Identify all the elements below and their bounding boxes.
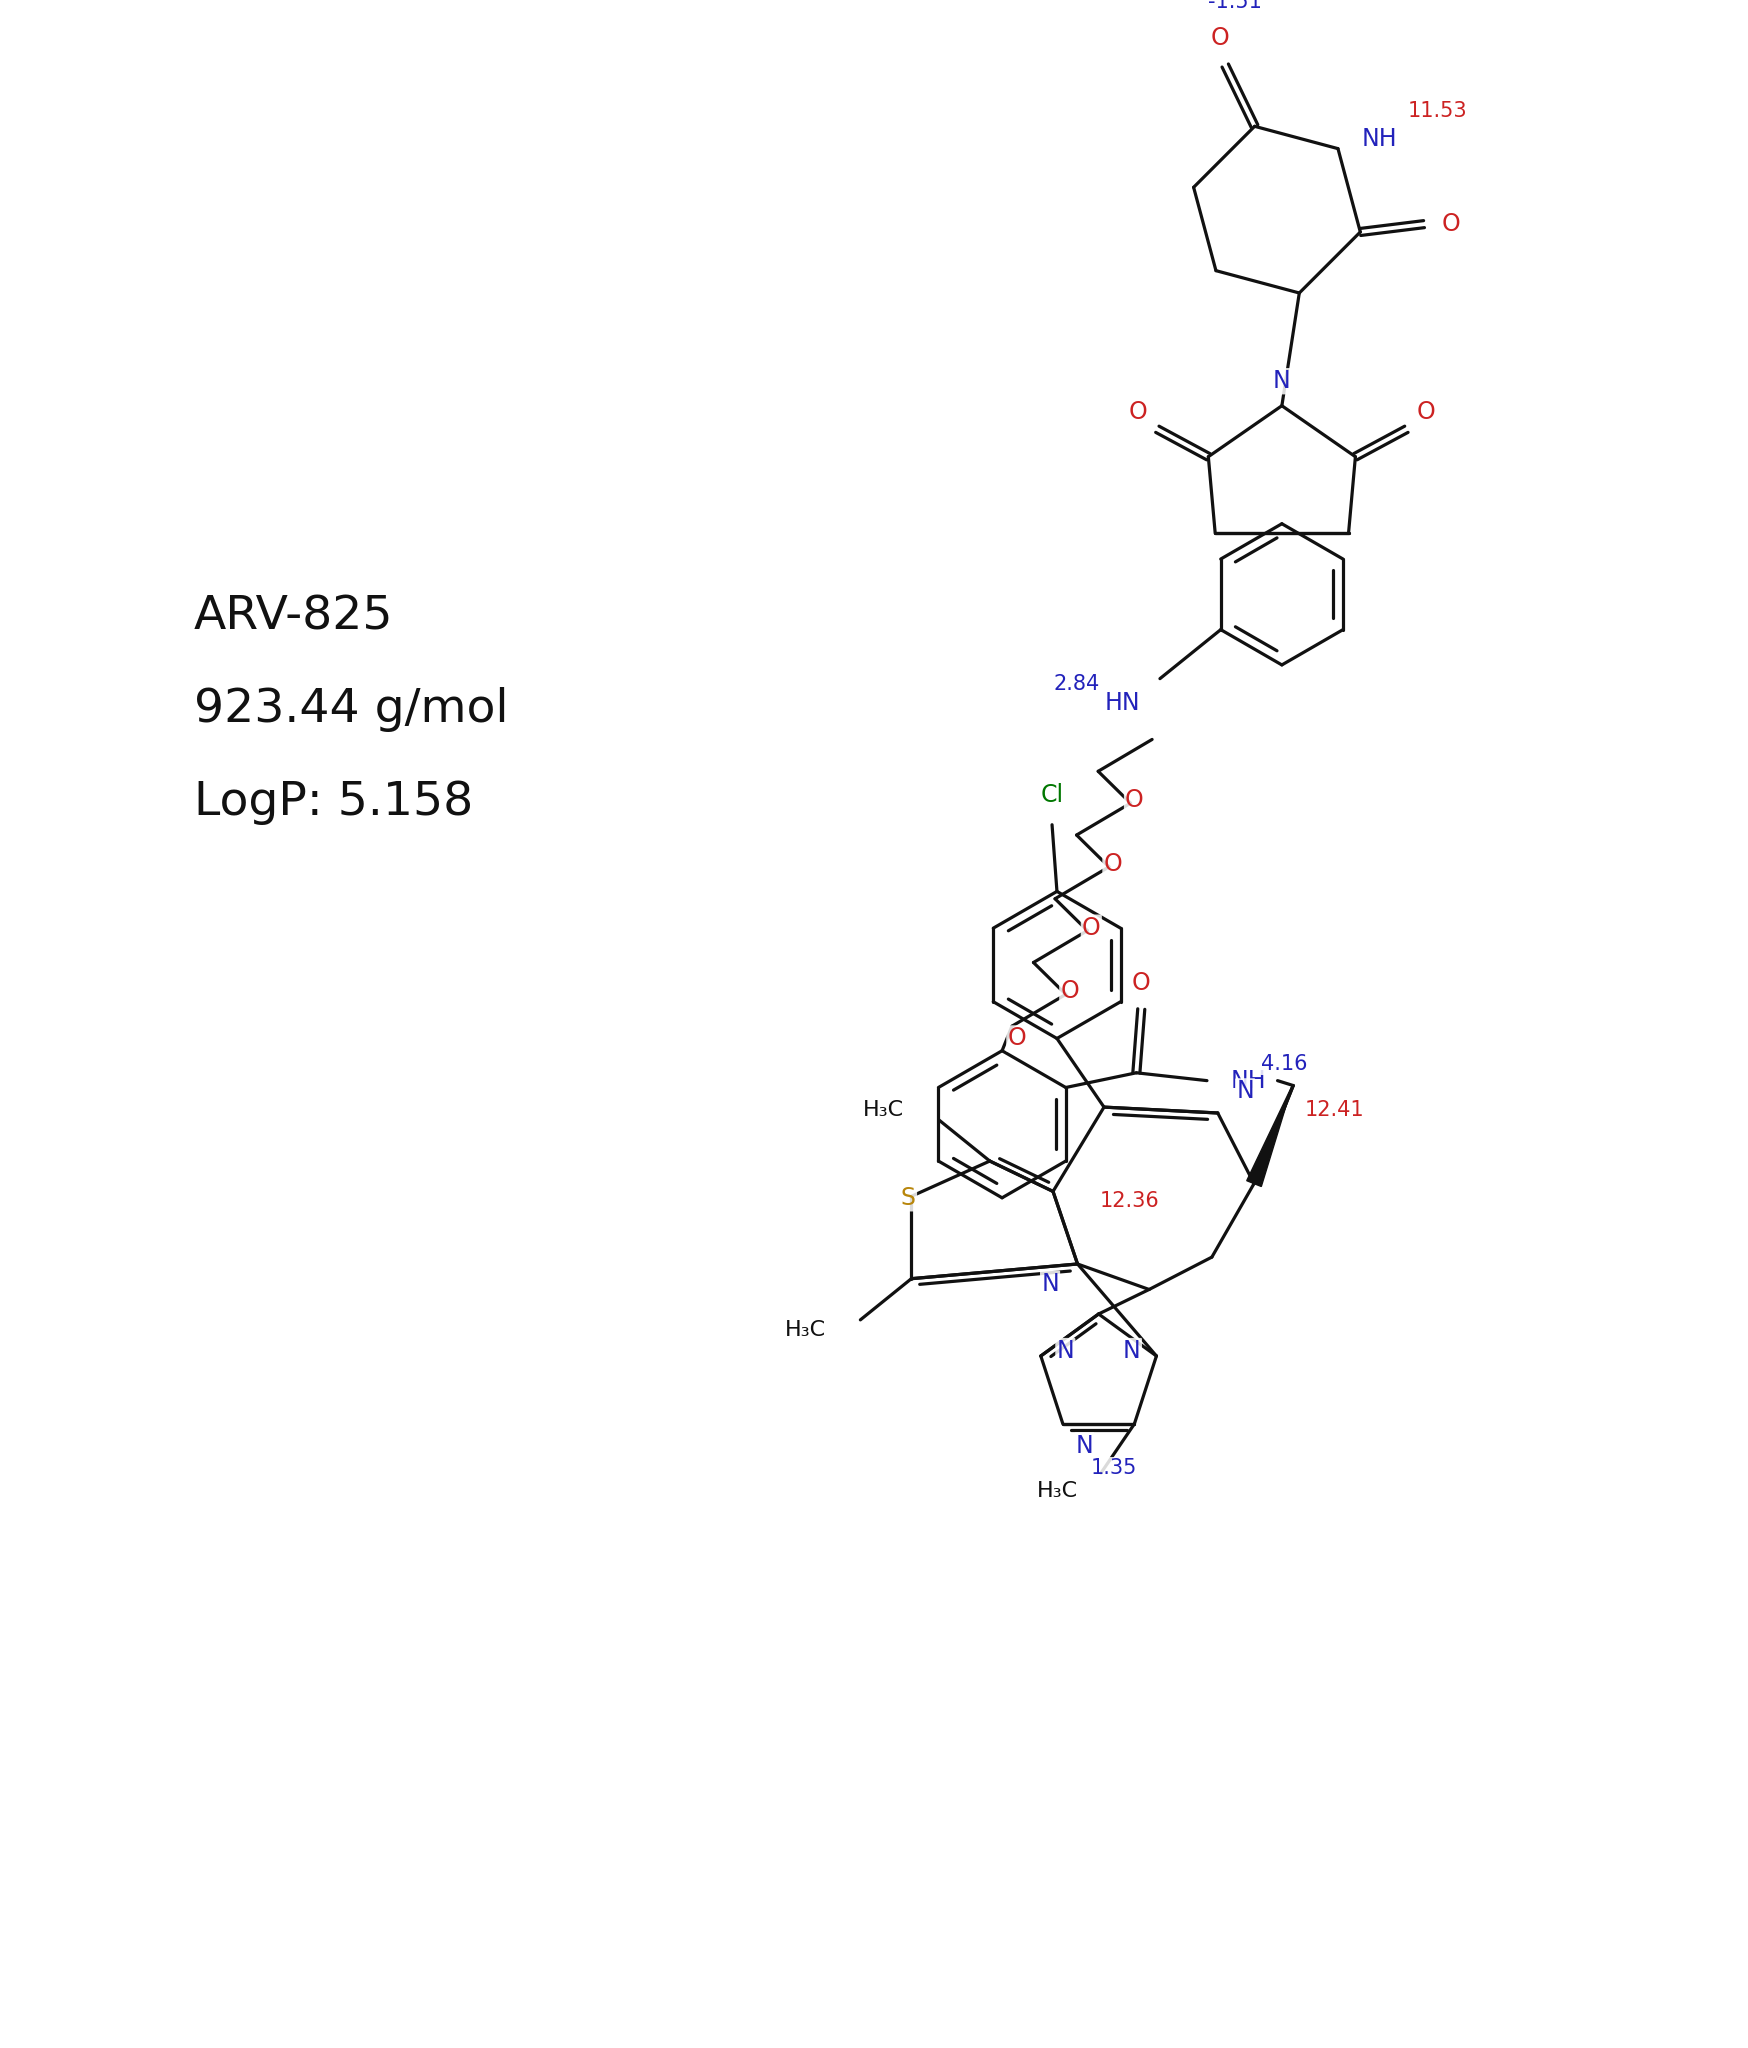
Text: O: O <box>1129 399 1147 424</box>
Text: O: O <box>1211 27 1229 49</box>
Text: O: O <box>1007 1026 1026 1051</box>
Text: O: O <box>1416 399 1435 424</box>
Text: S: S <box>900 1186 916 1210</box>
Text: 2.84: 2.84 <box>1054 674 1099 694</box>
Text: N: N <box>1236 1079 1253 1104</box>
Text: H₃C: H₃C <box>1037 1481 1079 1501</box>
Text: O: O <box>1440 213 1460 236</box>
Text: O: O <box>1133 971 1150 995</box>
Text: 12.36: 12.36 <box>1099 1192 1159 1210</box>
Text: 1.35: 1.35 <box>1091 1458 1136 1479</box>
Polygon shape <box>1246 1085 1292 1186</box>
Text: O: O <box>1126 788 1143 813</box>
Text: N: N <box>1122 1339 1141 1364</box>
Text: 4.16: 4.16 <box>1260 1055 1308 1073</box>
Text: H₃C: H₃C <box>785 1319 827 1339</box>
Text: LogP: 5.158: LogP: 5.158 <box>194 780 472 825</box>
Text: -1.51: -1.51 <box>1208 0 1262 12</box>
Text: ARV-825: ARV-825 <box>194 594 393 639</box>
Text: HN: HN <box>1105 690 1140 715</box>
Text: N: N <box>1056 1339 1075 1364</box>
Text: N: N <box>1042 1272 1059 1296</box>
Text: 11.53: 11.53 <box>1409 102 1468 121</box>
Text: O: O <box>1103 852 1122 877</box>
Text: 923.44 g/mol: 923.44 g/mol <box>194 688 509 733</box>
Text: O: O <box>1082 915 1101 940</box>
Text: N: N <box>1075 1434 1092 1458</box>
Text: Cl: Cl <box>1040 782 1063 807</box>
Text: N: N <box>1273 369 1290 393</box>
Text: NH: NH <box>1231 1069 1266 1094</box>
Text: NH: NH <box>1362 127 1397 152</box>
Text: O: O <box>1061 979 1079 1004</box>
Text: 12.41: 12.41 <box>1304 1100 1363 1120</box>
Text: H₃C: H₃C <box>864 1100 904 1120</box>
